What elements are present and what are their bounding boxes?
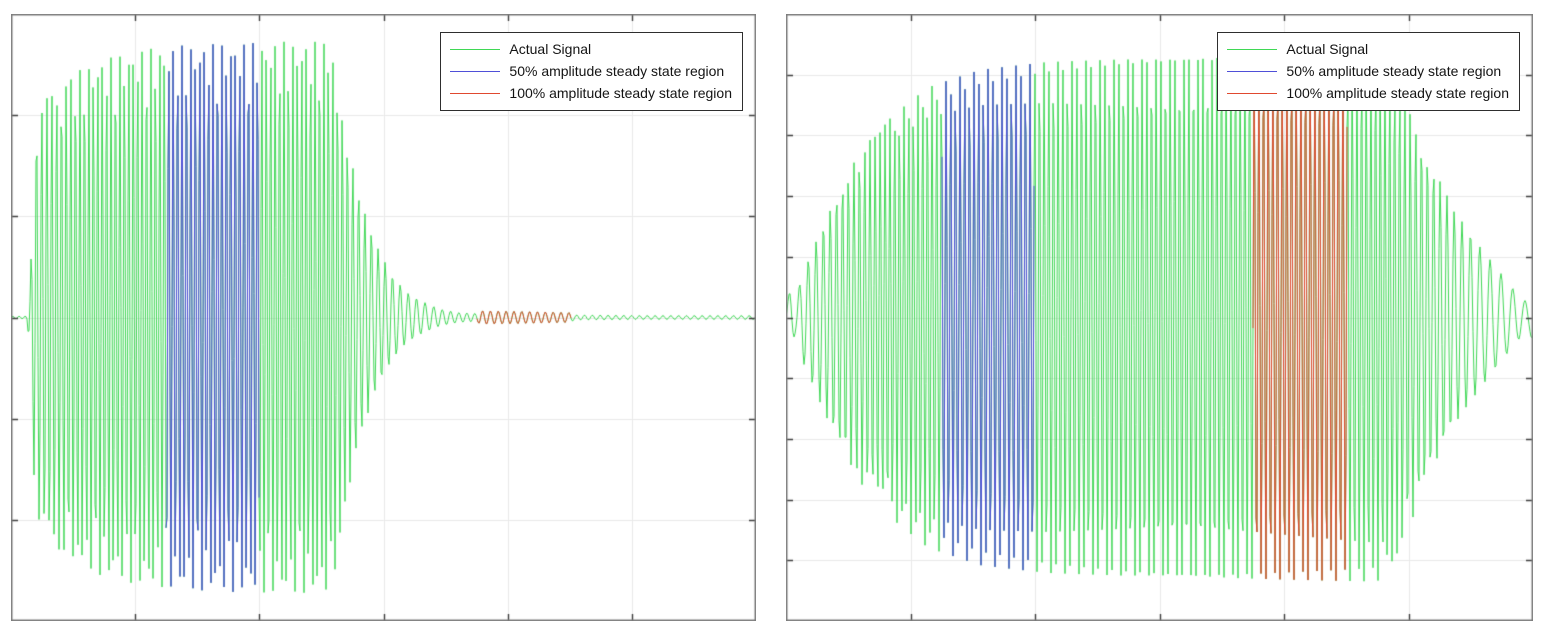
legend-line-sample-red xyxy=(1227,93,1278,94)
legend-line-sample-green xyxy=(450,49,501,50)
legend-item-label: 50% amplitude steady state region xyxy=(1286,63,1502,79)
legend-item-label: 100% amplitude steady state region xyxy=(1286,85,1509,101)
legend-item-50-percent-region: 50% amplitude steady state region xyxy=(1227,62,1509,81)
legend-line-sample-red xyxy=(450,93,501,94)
legend-item-actual-signal: Actual Signal xyxy=(450,40,732,59)
legend-line-sample-blue xyxy=(450,71,501,72)
legend-item-actual-signal: Actual Signal xyxy=(1227,40,1509,59)
legend-item-label: Actual Signal xyxy=(509,41,592,57)
legend-right: Actual Signal 50% amplitude steady state… xyxy=(1217,32,1520,111)
legend-left: Actual Signal 50% amplitude steady state… xyxy=(440,32,743,111)
legend-item-50-percent-region: 50% amplitude steady state region xyxy=(450,62,732,81)
legend-item-label: Actual Signal xyxy=(1286,41,1369,57)
legend-item-label: 50% amplitude steady state region xyxy=(509,63,725,79)
legend-item-100-percent-region: 100% amplitude steady state region xyxy=(1227,84,1509,103)
plot-left-canvas xyxy=(11,14,756,621)
plot-right: Actual Signal 50% amplitude steady state… xyxy=(786,14,1533,621)
legend-line-sample-green xyxy=(1227,49,1278,50)
legend-item-label: 100% amplitude steady state region xyxy=(509,85,732,101)
plot-left: Actual Signal 50% amplitude steady state… xyxy=(11,14,756,621)
legend-line-sample-blue xyxy=(1227,71,1278,72)
legend-item-100-percent-region: 100% amplitude steady state region xyxy=(450,84,732,103)
plot-right-canvas xyxy=(786,14,1533,621)
